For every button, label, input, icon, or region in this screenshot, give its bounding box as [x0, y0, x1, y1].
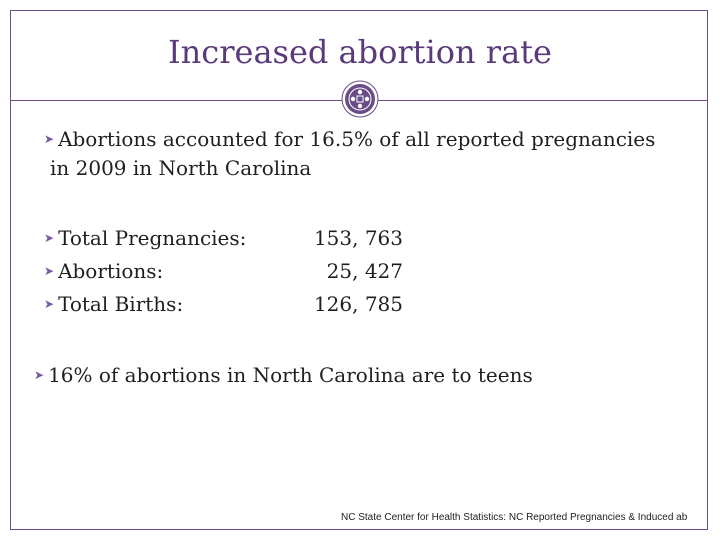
slide-frame	[10, 10, 708, 530]
stat-value-total-births: 126, 785	[313, 292, 403, 316]
chevron-bullet-icon: ➤	[34, 368, 45, 382]
teen-bullet: ➤ 16% of abortions in North Carolina are …	[34, 361, 533, 389]
chevron-bullet-icon: ➤	[44, 264, 55, 278]
stat-value-abortions: 25, 427	[326, 259, 403, 283]
stat-label-abortions: ➤ Abortions:	[44, 259, 164, 283]
chevron-bullet-icon: ➤	[44, 231, 55, 245]
intro-bullet: ➤ Abortions accounted for 16.5% of all re…	[44, 125, 655, 153]
purple-circular-medallion-icon	[341, 80, 379, 118]
stat-value-total-pregnancies: 153, 763	[313, 226, 403, 250]
intro-text-line2: in 2009 in North Carolina	[50, 156, 312, 180]
stat-label-total-pregnancies: ➤ Total Pregnancies:	[44, 226, 247, 250]
chevron-bullet-icon: ➤	[44, 297, 55, 311]
chevron-bullet-icon: ➤	[44, 132, 55, 146]
stat-label-total-births: ➤ Total Births:	[44, 292, 184, 316]
intro-text-line1: Abortions accounted for 16.5% of all rep…	[58, 127, 656, 151]
source-citation: NC State Center for Health Statistics: N…	[341, 512, 688, 523]
teen-text: 16% of abortions in North Carolina are t…	[48, 363, 533, 387]
slide-title: Increased abortion rate	[168, 33, 552, 71]
